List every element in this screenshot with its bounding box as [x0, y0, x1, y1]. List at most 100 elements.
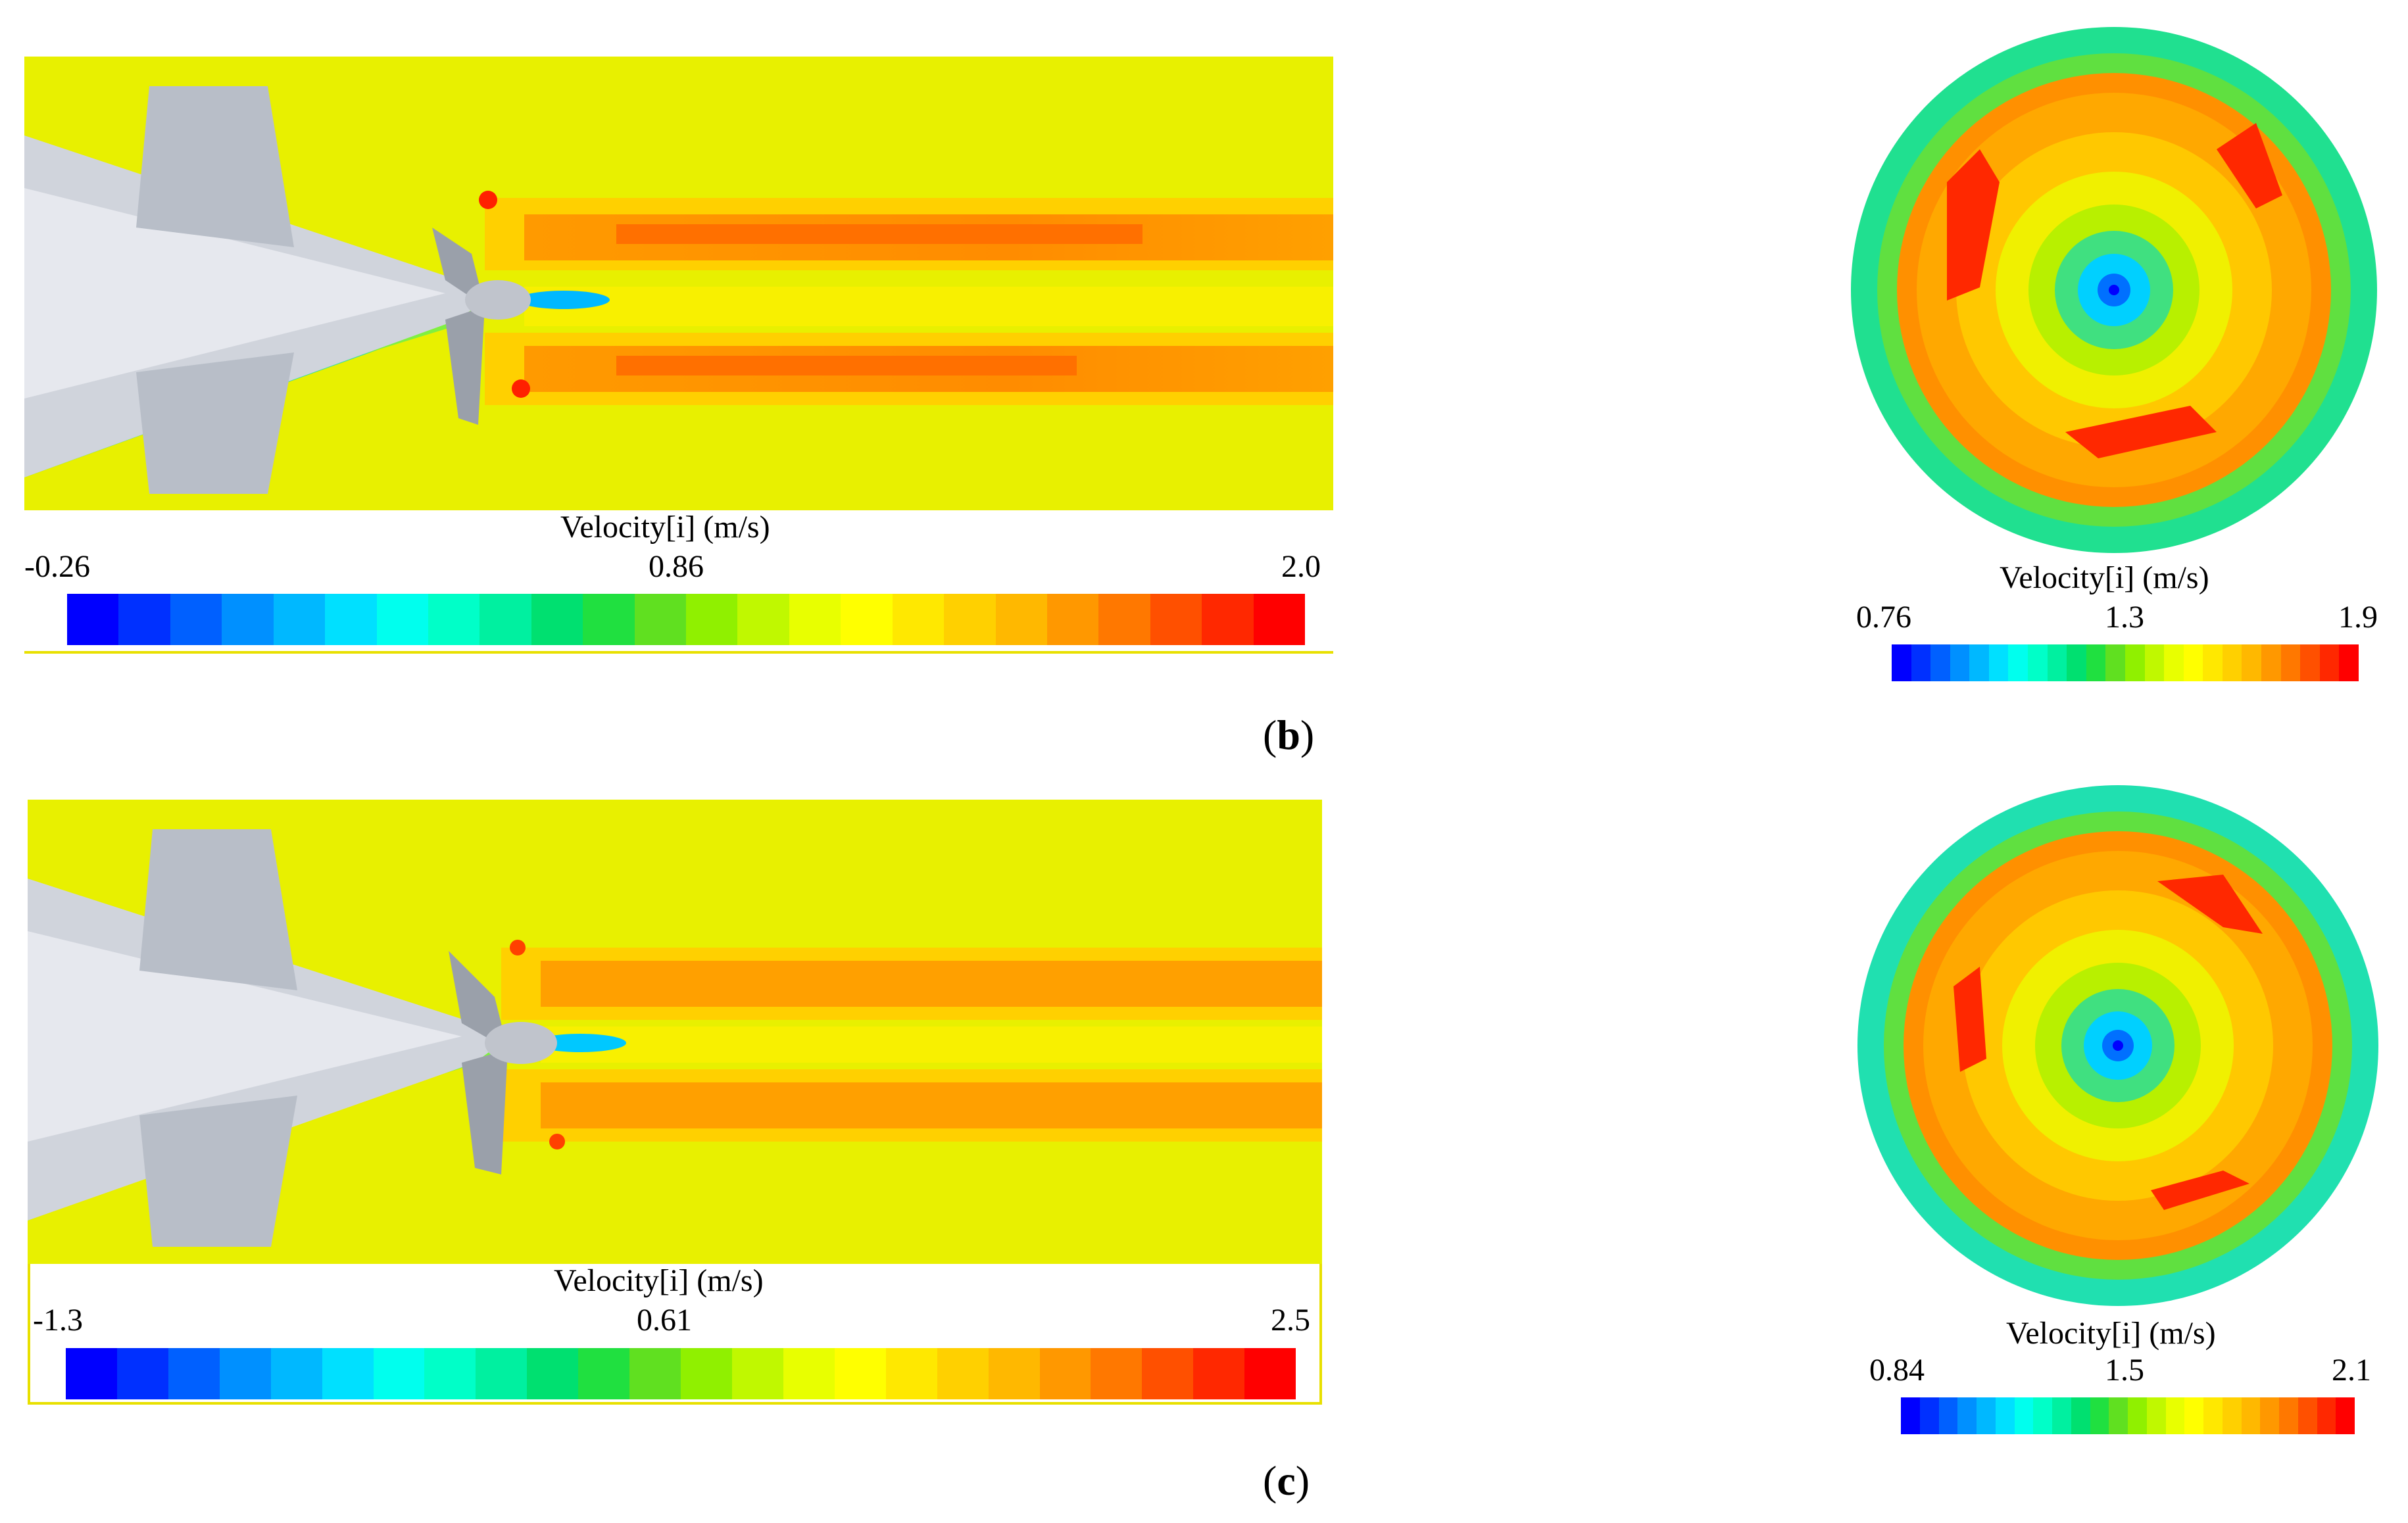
colorbar-segment — [222, 594, 274, 645]
colorbar-segment — [1193, 1348, 1245, 1399]
colorbar-segment — [1142, 1348, 1194, 1399]
front-view-disc-b — [1851, 27, 2377, 553]
colorbar-segment — [168, 1348, 220, 1399]
colorbar-segment — [428, 594, 480, 645]
colorbar-segment — [219, 1348, 271, 1399]
colorbar-segment — [737, 594, 789, 645]
side-legend-mid-b: 0.86 — [649, 549, 704, 584]
colorbar-segment — [1091, 1348, 1143, 1399]
colorbar-segment — [2109, 1397, 2128, 1434]
colorbar-segment — [1244, 1348, 1296, 1399]
colorbar-segment — [1950, 644, 1970, 681]
colorbar-segment — [988, 1348, 1040, 1399]
colorbar-segment — [2279, 1397, 2298, 1434]
colorbar-segment — [944, 594, 996, 645]
colorbar-segment — [2297, 1397, 2317, 1434]
colorbar-segment — [2014, 1397, 2034, 1434]
colorbar-segment — [1892, 644, 1911, 681]
colorbar-segment — [1995, 1397, 2015, 1434]
colorbar-segment — [527, 1348, 579, 1399]
front-legend-max-b: 1.9 — [2338, 600, 2378, 635]
colorbar-segment — [2339, 644, 2359, 681]
colorbar-segment — [2105, 644, 2125, 681]
colorbar-segment — [1150, 594, 1202, 645]
side-legend-box-c — [28, 1264, 1322, 1405]
colorbar-segment — [1098, 594, 1150, 645]
front-legend-title-b: Velocity[i] (m/s) — [2000, 560, 2209, 595]
side-legend-border-b — [24, 651, 1333, 654]
colorbar-segment — [629, 1348, 681, 1399]
colorbar-segment — [424, 1348, 476, 1399]
colorbar-segment — [2280, 644, 2301, 681]
colorbar-segment — [841, 594, 893, 645]
colorbar-segment — [1901, 1397, 1920, 1434]
colorbar-segment — [1988, 644, 2009, 681]
colorbar-segment — [373, 1348, 425, 1399]
colorbar-segment — [116, 1348, 168, 1399]
colorbar-segment — [1969, 644, 1989, 681]
colorbar-segment — [834, 1348, 886, 1399]
colorbar-segment — [1977, 1397, 1996, 1434]
colorbar-segment — [578, 1348, 630, 1399]
panel-label-c: (c) — [1263, 1457, 1310, 1504]
side-legend-title-b: Velocity[i] (m/s) — [560, 510, 770, 544]
front-legend-title-c: Velocity[i] (m/s) — [2006, 1316, 2216, 1351]
colorbar-segment — [2165, 1397, 2185, 1434]
side-colorbar-c — [66, 1348, 1296, 1399]
colorbar-segment — [2184, 1397, 2203, 1434]
side-legend-max-c: 2.5 — [1271, 1303, 1310, 1338]
colorbar-segment — [583, 594, 635, 645]
colorbar-segment — [2125, 644, 2145, 681]
colorbar-segment — [322, 1348, 374, 1399]
colorbar-segment — [2222, 1397, 2242, 1434]
colorbar-segment — [118, 594, 170, 645]
colorbar-segment — [479, 594, 531, 645]
colorbar-segment — [2028, 644, 2048, 681]
side-view-contour-c — [28, 800, 1322, 1264]
colorbar-segment — [2067, 644, 2086, 681]
colorbar-segment — [2146, 1397, 2166, 1434]
colorbar-segment — [2222, 644, 2242, 681]
colorbar-segment — [1930, 644, 1950, 681]
side-legend-min-c: -1.3 — [33, 1303, 83, 1338]
colorbar-segment — [2086, 644, 2106, 681]
colorbar-segment — [170, 594, 222, 645]
side-legend-title-c: Velocity[i] (m/s) — [554, 1263, 764, 1298]
colorbar-segment — [892, 594, 945, 645]
colorbar-segment — [995, 594, 1048, 645]
colorbar-segment — [2203, 1397, 2223, 1434]
colorbar-segment — [2319, 644, 2340, 681]
colorbar-segment — [270, 1348, 322, 1399]
colorbar-segment — [1202, 594, 1254, 645]
colorbar-segment — [2317, 1397, 2336, 1434]
colorbar-segment — [476, 1348, 528, 1399]
front-legend-min-c: 0.84 — [1869, 1353, 1925, 1388]
colorbar-segment — [2128, 1397, 2147, 1434]
colorbar-segment — [731, 1348, 783, 1399]
colorbar-segment — [937, 1348, 989, 1399]
colorbar-segment — [67, 594, 119, 645]
colorbar-segment — [2241, 1397, 2261, 1434]
side-legend-mid-c: 0.61 — [637, 1303, 692, 1338]
colorbar-segment — [1957, 1397, 1977, 1434]
colorbar-segment — [686, 594, 738, 645]
colorbar-segment — [2183, 644, 2203, 681]
colorbar-segment — [634, 594, 687, 645]
colorbar-segment — [681, 1348, 732, 1399]
colorbar-segment — [2090, 1397, 2109, 1434]
colorbar-segment — [2261, 644, 2281, 681]
front-view-disc-c — [1857, 785, 2378, 1306]
colorbar-segment — [273, 594, 326, 645]
colorbar-segment — [2008, 644, 2028, 681]
colorbar-segment — [783, 1348, 835, 1399]
colorbar-segment — [2144, 644, 2165, 681]
colorbar-segment — [376, 594, 428, 645]
colorbar-segment — [325, 594, 377, 645]
colorbar-segment — [1039, 1348, 1091, 1399]
front-legend-mid-b: 1.3 — [2105, 600, 2144, 635]
colorbar-segment — [1911, 644, 1931, 681]
colorbar-segment — [2336, 1397, 2355, 1434]
colorbar-segment — [885, 1348, 937, 1399]
side-colorbar-b — [67, 594, 1306, 645]
colorbar-segment — [1938, 1397, 1958, 1434]
